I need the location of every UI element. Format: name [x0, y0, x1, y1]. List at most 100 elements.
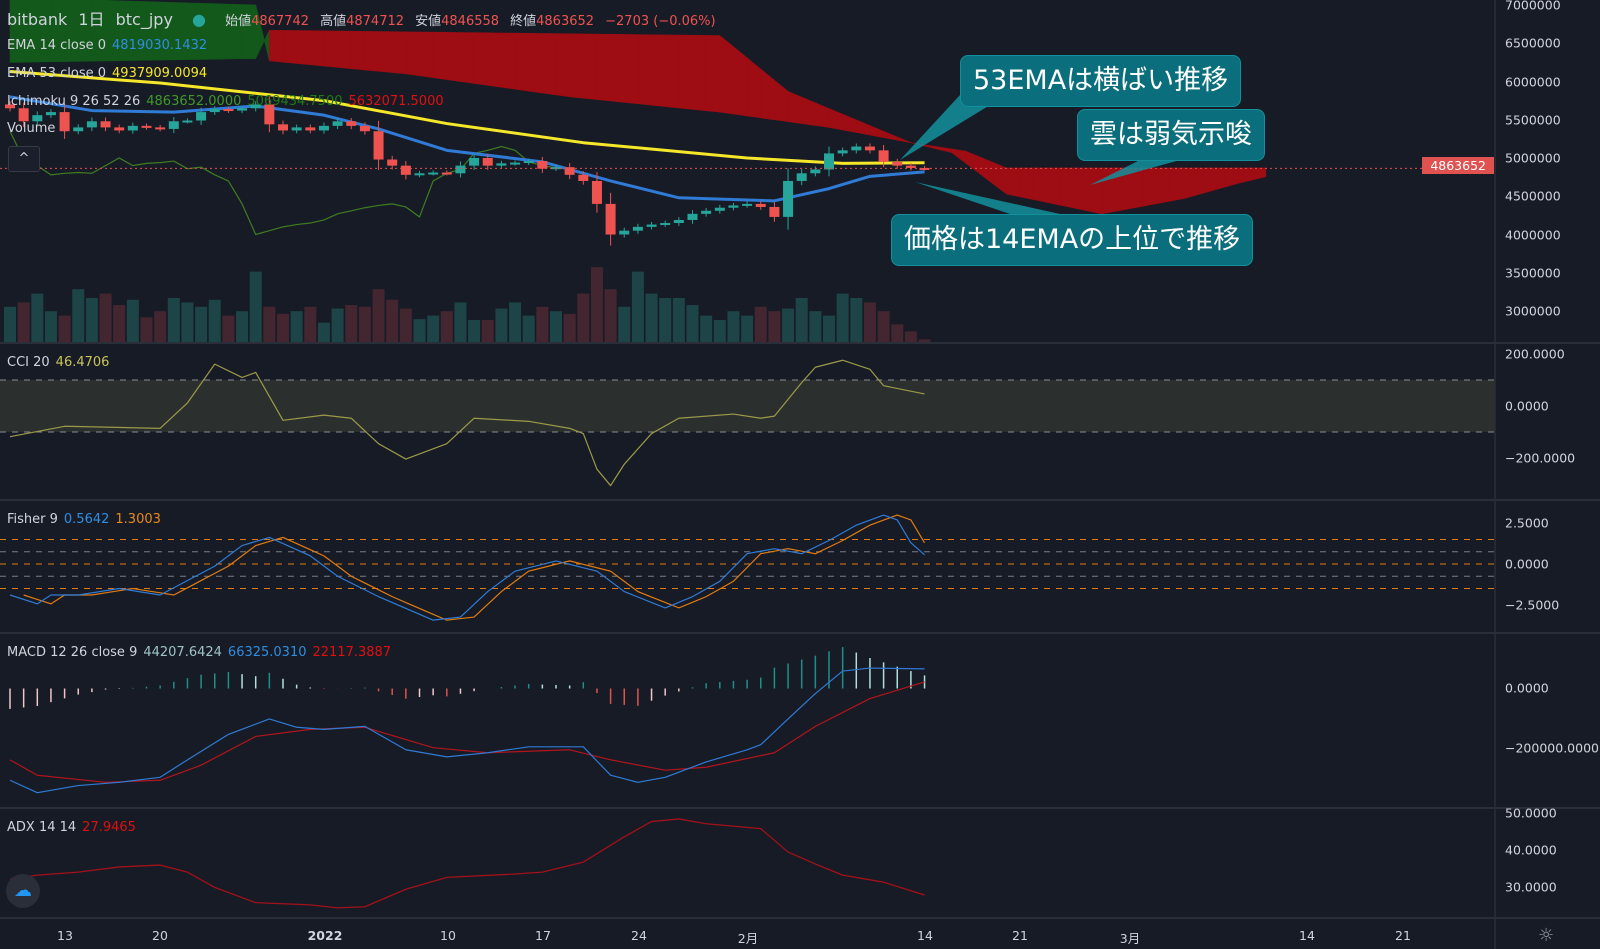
price-axis-tick: 7000000	[1505, 0, 1561, 13]
volume-bar	[795, 298, 808, 342]
ichimoku-lagging-span	[9, 130, 570, 236]
candle-body	[537, 161, 548, 169]
candle-body	[59, 112, 70, 132]
candle-body	[632, 226, 643, 231]
candle-body	[359, 125, 370, 132]
volume-bar	[399, 308, 412, 342]
ichimoku-cloud-segment	[323, 30, 338, 68]
volume-bar	[154, 311, 167, 342]
settings-gear-icon[interactable]: ☼	[1538, 925, 1555, 946]
ichimoku-cloud-segment	[896, 136, 912, 143]
legend-adx[interactable]: ADX 14 14 27.9465	[7, 820, 142, 835]
candle-body	[564, 167, 575, 175]
legend-value: 4819030.1432	[112, 38, 208, 53]
volume-bar	[713, 320, 726, 342]
ichimoku-cloud-segment	[951, 148, 966, 164]
candle-body	[127, 125, 138, 131]
volume-bar	[577, 293, 590, 342]
candle-body	[45, 112, 56, 116]
ichimoku-cloud-segment	[842, 113, 857, 133]
ichimoku-cloud-segment	[405, 31, 420, 77]
market-status-icon: ●	[192, 10, 206, 29]
ichimoku-cloud-segment	[678, 34, 693, 110]
legend-label: EMA 14 close 0	[7, 38, 107, 53]
interval[interactable]: 1日	[78, 10, 105, 29]
legend-value: 5069434.7500	[247, 94, 343, 109]
cci-band	[0, 380, 1495, 432]
volume-bar	[754, 306, 767, 342]
legend-macd[interactable]: MACD 12 26 close 9 44207.6424 66325.0310 22…	[7, 645, 397, 660]
candle-body	[919, 167, 930, 170]
price-axis-tick: 4000000	[1505, 227, 1561, 242]
ichimoku-cloud-segment	[1251, 167, 1267, 181]
volume-bar	[904, 331, 917, 342]
candle-body	[742, 203, 753, 206]
adx-axis-tick: 40.0000	[1505, 842, 1557, 858]
fisher-line	[9, 514, 925, 621]
ichimoku-cloud-segment	[432, 31, 448, 80]
ichimoku-cloud-segment	[1169, 167, 1185, 202]
volume-bar	[686, 305, 699, 342]
candle-body	[305, 127, 316, 131]
candle-body	[114, 127, 125, 131]
volume-bar	[331, 308, 344, 342]
annotation-cloud[interactable]: 雲は弱気示唆	[1077, 109, 1265, 161]
adx-axis-tick: 30.0000	[1505, 879, 1557, 895]
symbol-name[interactable]: btc_jpy	[115, 10, 173, 29]
candle-body	[250, 104, 261, 109]
legend-volume[interactable]: Volume 7	[7, 121, 76, 136]
open-label: 始値	[225, 14, 252, 29]
ichimoku-cloud-segment	[460, 32, 475, 84]
candle-body	[209, 109, 220, 113]
ichimoku-cloud-segment	[596, 33, 611, 102]
legend-value: 5632071.5000	[348, 94, 444, 109]
time-axis-label: 3月	[1119, 931, 1141, 946]
legend-ema14[interactable]: EMA 14 close 0 4819030.1432	[7, 38, 213, 53]
cci-axis-tick: 0.0000	[1505, 398, 1549, 414]
close-value: 4863652	[536, 14, 595, 29]
legend-ema53[interactable]: EMA 53 close 0 4937909.0094	[7, 66, 213, 81]
annotation-ema53[interactable]: 53EMAは横ばい推移	[960, 55, 1242, 107]
candle-body	[414, 173, 425, 176]
time-axis-label: 21	[1012, 928, 1028, 943]
fisher-axis-tick: 0.0000	[1505, 556, 1549, 572]
ichimoku-cloud-segment	[1060, 167, 1075, 209]
volume-bar	[413, 319, 426, 342]
volume-bar	[236, 311, 249, 342]
ichimoku-cloud-segment	[719, 34, 734, 115]
candle-body	[264, 104, 275, 125]
legend-value: 22117.3887	[312, 645, 392, 660]
volume-bar	[17, 302, 30, 342]
ichimoku-cloud-segment	[746, 57, 762, 119]
volume-bar	[590, 267, 603, 342]
candle-body	[455, 165, 466, 174]
legend-cci[interactable]: CCI 20 46.4706	[7, 355, 115, 370]
price-axis-tick: 5000000	[1505, 150, 1561, 166]
candle-body	[73, 127, 84, 132]
ichimoku-cloud-segment	[487, 32, 502, 88]
volume-bar	[863, 302, 876, 342]
annotation-price[interactable]: 価格は14EMAの上位で推移	[891, 214, 1254, 266]
ichimoku-cloud-segment	[637, 34, 652, 106]
candle-body	[182, 120, 193, 123]
candle-body	[428, 172, 439, 175]
ichimoku-cloud-segment	[282, 30, 297, 64]
ichimoku-cloud-segment	[937, 146, 953, 154]
time-axis-label: 13	[57, 928, 73, 943]
price-axis-tick: 6000000	[1505, 74, 1561, 89]
volume-bar	[700, 315, 713, 342]
fisher-trigger-line	[23, 514, 926, 621]
candle-body	[728, 205, 739, 208]
legend-ichimoku[interactable]: Ichimoku 9 26 52 26 4863652.0000 5069434.7…	[7, 94, 450, 109]
time-axis-label: 20	[152, 928, 168, 943]
legend-fisher[interactable]: Fisher 9 0.5642 1.3003	[7, 512, 167, 527]
collapse-legend-button[interactable]: ^	[8, 146, 40, 172]
ichimoku-cloud-segment	[1142, 167, 1157, 207]
volume-bar	[345, 305, 358, 342]
time-axis-label: 24	[631, 928, 647, 943]
tradingview-logo-icon[interactable]: ☁	[6, 874, 40, 908]
volume-bar	[836, 293, 849, 342]
volume-bar	[222, 315, 235, 342]
exchange-name[interactable]: bitbank	[7, 10, 68, 29]
